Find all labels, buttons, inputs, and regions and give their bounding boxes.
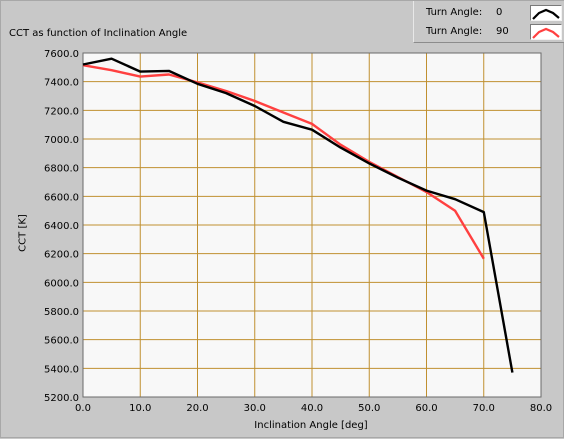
series-line-0	[82, 57, 514, 373]
y-tick-label: 7000.0	[44, 135, 79, 146]
x-tick-label: 40.0	[301, 403, 323, 414]
y-tick-label: 6200.0	[44, 250, 79, 261]
x-axis-label: Inclination Angle [deg]	[254, 420, 368, 431]
legend-swatch-black[interactable]	[530, 5, 562, 21]
legend-line-icon	[532, 8, 560, 20]
y-tick-label: 7600.0	[44, 49, 79, 60]
y-tick-label: 5400.0	[44, 364, 79, 375]
legend-label: Turn Angle:	[426, 7, 483, 18]
y-tick-label: 5200.0	[44, 393, 79, 404]
x-tick-label: 70.0	[473, 403, 495, 414]
y-tick-label: 7200.0	[44, 106, 79, 117]
legend-value: 0	[496, 7, 503, 18]
legend: Turn Angle: 0 Turn Angle: 90	[413, 1, 564, 43]
plot-border	[82, 52, 542, 398]
x-tick-label: 10.0	[129, 403, 151, 414]
x-tick-label: 30.0	[244, 403, 266, 414]
legend-label: Turn Angle:	[426, 26, 483, 37]
chart-title: CCT as function of Inclination Angle	[9, 28, 188, 39]
legend-item-turn-angle-90[interactable]: Turn Angle: 90	[420, 23, 562, 41]
legend-value: 90	[496, 26, 509, 37]
y-tick-label: 7400.0	[44, 78, 79, 89]
y-tick-label: 6800.0	[44, 164, 79, 175]
y-tick-label: 6000.0	[44, 278, 79, 289]
y-tick-label: 5800.0	[44, 307, 79, 318]
x-tick-label: 50.0	[358, 403, 380, 414]
x-tick-label: 20.0	[186, 403, 208, 414]
y-tick-label: 5600.0	[44, 336, 79, 347]
x-tick-label: 80.0	[530, 403, 552, 414]
legend-item-turn-angle-0[interactable]: Turn Angle: 0	[420, 4, 562, 22]
y-axis-label: CCT [K]	[17, 214, 29, 252]
y-tick-label: 6600.0	[44, 192, 79, 203]
x-tick-label: 60.0	[415, 403, 437, 414]
legend-line-icon	[532, 27, 560, 39]
y-tick-label: 6400.0	[44, 221, 79, 232]
x-tick-label: 0.0	[75, 403, 91, 414]
legend-swatch-red[interactable]	[530, 24, 562, 40]
